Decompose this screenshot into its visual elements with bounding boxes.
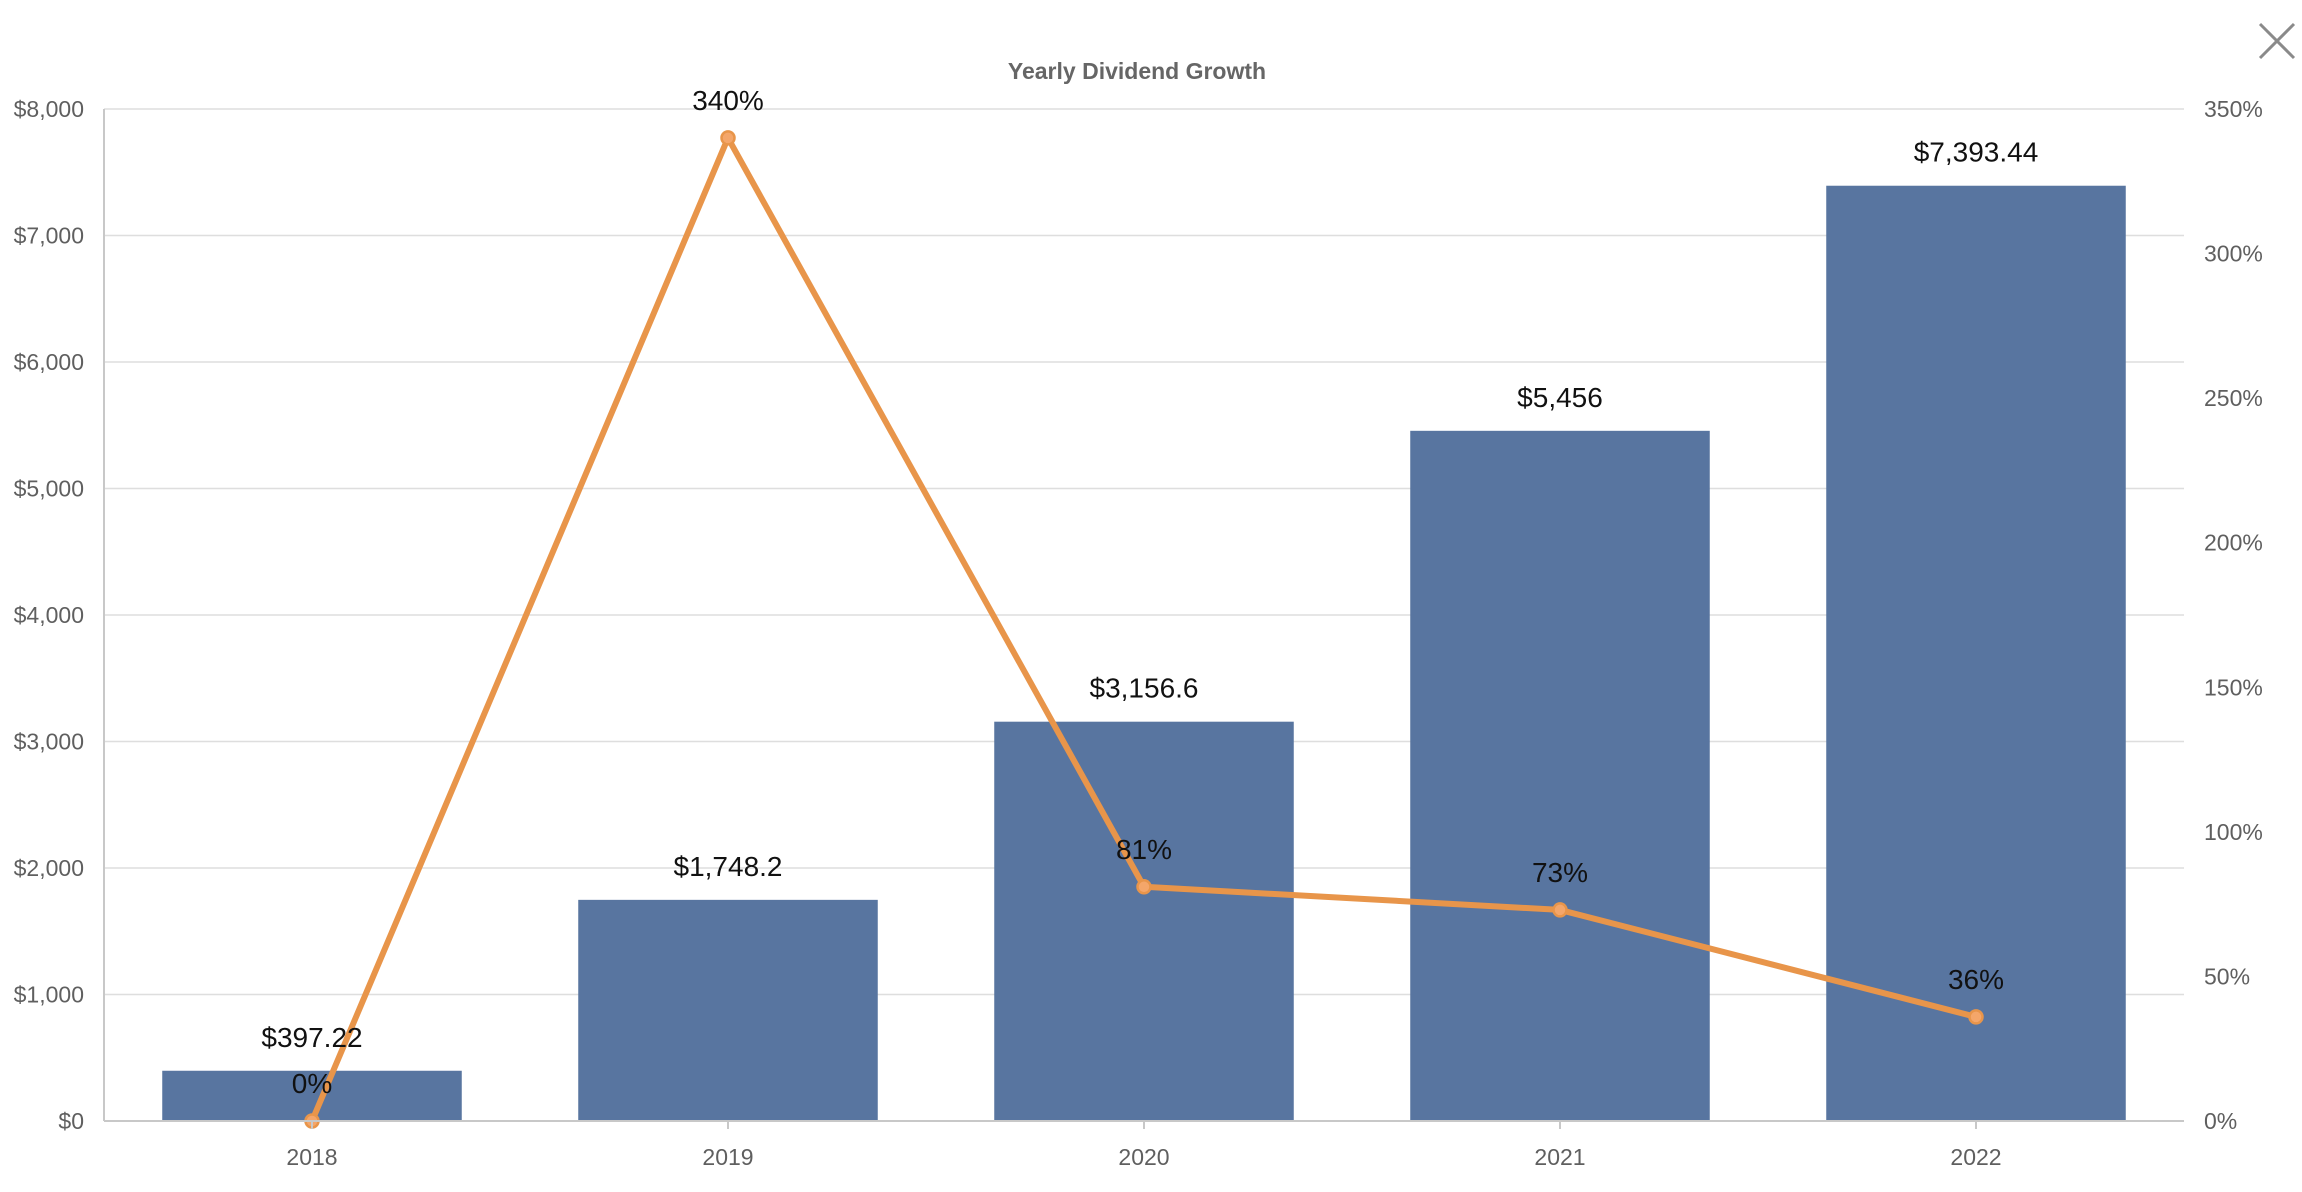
growth-point [1138, 880, 1151, 893]
y2-tick-label: 250% [2204, 385, 2263, 411]
chart-plot: $397.22 $1,748.2 $3,156.6 $5,456 $7,393.44 0%… [0, 0, 2302, 1192]
growth-data-label: 81% [1116, 834, 1172, 865]
y-tick-label: $7,000 [14, 223, 84, 249]
y2-tick-label: 350% [2204, 96, 2263, 122]
y2-tick-label: 150% [2204, 674, 2263, 700]
growth-data-label: 0% [292, 1068, 332, 1099]
bar-data-label: $5,456 [1517, 382, 1603, 413]
y2-tick-label: 300% [2204, 241, 2263, 267]
growth-point [722, 131, 735, 144]
x-tick-label: 2020 [1118, 1144, 1169, 1170]
growth-data-label: 36% [1948, 964, 2004, 995]
bar-data-label: $397.22 [261, 1022, 362, 1053]
x-tick-label: 2018 [286, 1144, 337, 1170]
bar-data-label: $1,748.2 [674, 851, 783, 882]
y-tick-label: $5,000 [14, 476, 84, 502]
bar [578, 900, 878, 1121]
growth-point [1554, 903, 1567, 916]
y2-tick-label: 0% [2204, 1108, 2237, 1134]
bar-data-label: $7,393.44 [1914, 137, 2039, 168]
x-tick-label: 2021 [1534, 1144, 1585, 1170]
close-button[interactable] [2254, 18, 2300, 64]
y2-tick-label: 200% [2204, 530, 2263, 556]
bar [1410, 431, 1710, 1121]
growth-point [1970, 1010, 1983, 1023]
y-tick-label: $1,000 [14, 982, 84, 1008]
growth-data-label: 73% [1532, 857, 1588, 888]
y-tick-label: $2,000 [14, 855, 84, 881]
y-tick-label: $0 [58, 1108, 84, 1134]
bar [994, 722, 1294, 1121]
y2-tick-label: 50% [2204, 963, 2250, 989]
x-tick-label: 2019 [702, 1144, 753, 1170]
y2-tick-label: 100% [2204, 819, 2263, 845]
y-tick-label: $4,000 [14, 602, 84, 628]
bar-data-label: $3,156.6 [1090, 673, 1199, 704]
y-tick-label: $3,000 [14, 729, 84, 755]
chart-container: Yearly Dividend Growth $397.22 $1,748.2 $3… [0, 0, 2302, 1192]
close-icon [2254, 18, 2300, 64]
growth-data-label: 340% [692, 85, 764, 116]
y-tick-label: $8,000 [14, 96, 84, 122]
x-tick-label: 2022 [1950, 1144, 2001, 1170]
y-tick-label: $6,000 [14, 349, 84, 375]
